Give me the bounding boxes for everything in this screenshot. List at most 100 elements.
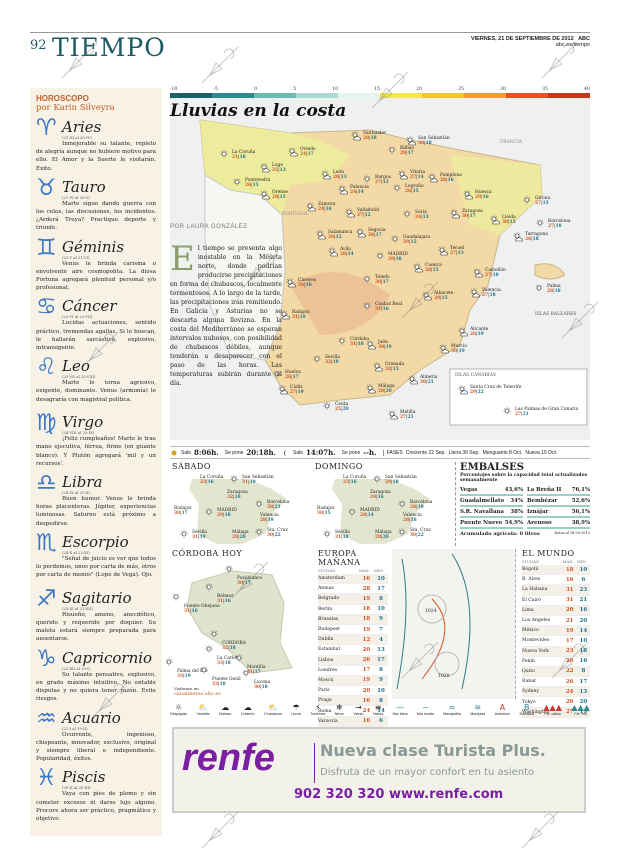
table-row: Amsterdam 16 10 <box>318 574 388 585</box>
min-temp: 17 <box>181 511 188 516</box>
legend-label: Mar llana <box>392 712 408 716</box>
city-name: La Coruña <box>232 150 256 155</box>
min-temp: 15 <box>542 201 549 206</box>
min-cell: 13 <box>576 686 590 698</box>
max-cell: 26 <box>562 696 577 708</box>
max-cell: 31 <box>562 584 577 596</box>
min-cell: 10 <box>373 604 388 615</box>
city-name: Palma del Río <box>177 669 208 674</box>
min-temp: 17 <box>407 151 414 156</box>
city-name: Cáceres <box>298 278 316 283</box>
sun-icon <box>172 593 180 601</box>
max-temp: 30 <box>378 345 385 350</box>
min-temp: 18 <box>392 480 399 485</box>
sign-dates: (24-IX al 23-X) <box>62 490 90 496</box>
city-name: La Carlota <box>217 656 241 661</box>
sign-name: Acuario <box>62 708 121 727</box>
max-temp: 29 <box>475 195 482 200</box>
sun-cloud-icon <box>260 163 270 173</box>
sun-cloud-icon <box>306 202 316 212</box>
sign-text: Buen humor. Venus le brinda horas placen… <box>36 496 156 527</box>
city-cell: Atenas <box>318 583 359 595</box>
sun-cloud-icon <box>316 230 326 240</box>
max-temp: 29 <box>370 495 377 500</box>
city-cell: París <box>318 685 359 697</box>
column-header: MAX <box>358 568 369 573</box>
min-temp: 18 <box>395 257 402 262</box>
max-temp: 28 <box>440 178 447 183</box>
section-url[interactable]: abc.es/tiempo <box>555 42 590 48</box>
sun-icon <box>225 565 233 573</box>
reservoirs-title: EMBALSES <box>460 462 524 473</box>
max-temp: 27 <box>515 412 522 417</box>
min-temp: 16 <box>191 609 198 614</box>
sun-cloud-icon <box>458 385 468 395</box>
table-row: Nueva York 23 18 <box>522 646 590 657</box>
max-temp: 24 <box>300 152 307 157</box>
sun-cloud-icon <box>513 232 523 242</box>
city-forecast: Pamplona 28|16 <box>440 173 462 183</box>
phase-new: Nueva 15 Oct. <box>525 449 558 456</box>
sun-icon <box>323 530 331 538</box>
ad-contact[interactable]: 902 320 320 www.renfe.com <box>294 787 504 802</box>
city-forecast: Fuente Obejuna 31|16 <box>184 604 220 614</box>
sign-text: Marte sigue dando guerra con los celos, … <box>36 200 156 232</box>
article-text: l tiempo se presenta algo inestable en l… <box>170 245 282 387</box>
renfe-advertisement[interactable]: renfe Nueva clase Turista Plus. Disfruta… <box>172 727 586 813</box>
sign-text: Risueño, ameno, anecdótico, querido y re… <box>36 611 156 643</box>
city-cell: Bogotá <box>522 565 563 576</box>
city-name: Montilla <box>247 665 266 670</box>
sun-icon <box>210 630 218 638</box>
city-name: Palma <box>547 284 561 289</box>
max-cell: 23 <box>562 646 577 657</box>
table-row: Berlín 18 10 <box>318 604 388 615</box>
city-forecast: Granada 32|15 <box>385 362 405 372</box>
max-temp: 30 <box>420 380 427 385</box>
min-temp: 21 <box>427 380 434 385</box>
reservoir-item: Bembézar 52,6% <box>527 496 590 507</box>
min-temp: 18 <box>425 141 432 146</box>
page-number: 92 <box>30 38 47 53</box>
city-forecast: Lugo 25|13 <box>272 163 286 173</box>
city-name: Logroño <box>405 184 424 189</box>
sun-icon <box>205 508 213 516</box>
europe-table: CIUDAD MAX MIN Amsterdam 16 10 Atenas 28 17 Belgr… <box>318 567 388 727</box>
table-row: Los Angeles 21 20 <box>522 615 590 627</box>
min-temp: 18 <box>234 495 241 500</box>
scale-swatch <box>548 93 590 98</box>
column-header: MIN <box>373 568 384 573</box>
sign-dates: (22-XII al 20-I) <box>62 665 91 671</box>
sign-text: "Señal de juicio es ver que todos lo per… <box>36 555 156 579</box>
label-canarias: ISLAS CANARIAS <box>455 373 496 378</box>
city-cell: Londres <box>318 665 359 676</box>
city-name: Barcelona <box>548 219 571 224</box>
city-cell: Estambul <box>318 644 359 656</box>
max-cell: 19 <box>358 675 374 687</box>
table-row: Estambul 20 13 <box>318 644 388 656</box>
sun-cloud-icon <box>398 170 408 180</box>
city-forecast: Alicante 26|19 <box>470 327 489 337</box>
column-header: CIUDAD <box>318 568 336 573</box>
city-cell: Lima <box>522 605 563 616</box>
city-name: Teruel <box>450 246 465 251</box>
drop-cap: E <box>170 239 195 279</box>
city-forecast: Zaragoza 30|17 <box>462 209 483 219</box>
city-forecast: Soria 24|13 <box>415 210 429 220</box>
sun-cloud-icon <box>366 340 376 350</box>
min-temp: 15 <box>410 240 417 245</box>
max-temp: 24 <box>318 207 325 212</box>
city-name: MADRID <box>360 508 380 513</box>
max-temp: 27 <box>450 251 457 256</box>
legend-label: Tormenta <box>310 712 326 716</box>
max-cell: 31 <box>562 595 577 606</box>
horoscope-column: HOROSCOPO por Karin Silveyra ♈︎ Aries (21-… <box>30 88 162 836</box>
legend-item: ☁ Cubierto <box>241 703 255 716</box>
scale-swatch <box>506 93 548 98</box>
visit-link[interactable]: canalmeteo.abc.es <box>174 691 221 697</box>
city-forecast: Sevilla 31|19 <box>192 530 207 540</box>
city-forecast: La Carlota 33|18 <box>217 656 241 666</box>
table-row: Moscú 19 9 <box>318 675 388 687</box>
legend-label: Viento <box>353 712 364 716</box>
min-temp: 19 <box>267 518 274 523</box>
zodiac-icon: ♋︎ <box>36 294 57 321</box>
